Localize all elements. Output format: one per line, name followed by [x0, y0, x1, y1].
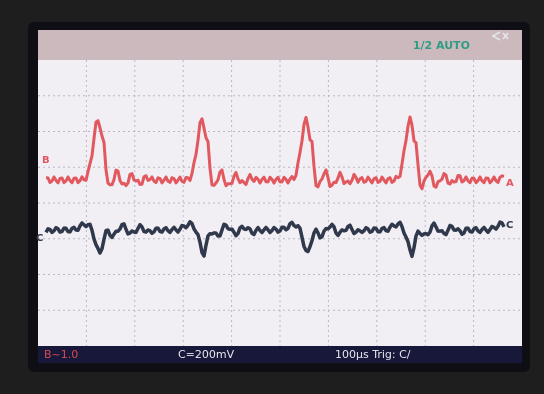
- menu-icon: [491, 31, 509, 41]
- trace-c-label-right: C: [506, 220, 513, 231]
- channel-c-setting: C=200mV: [178, 348, 235, 361]
- mode-label: 1/2 AUTO: [413, 39, 470, 52]
- channel-b-setting: B~1.0: [44, 348, 78, 361]
- bottom-bar: [38, 346, 522, 363]
- trace-a-label: A: [506, 178, 514, 189]
- trace-b-label: B: [42, 155, 50, 166]
- top-bar: [38, 30, 522, 60]
- grid: [38, 60, 522, 346]
- trace-c: [44, 220, 506, 259]
- trace-b: [45, 115, 505, 191]
- trace-c-label-left: C: [36, 233, 43, 244]
- timebase-setting: 100µs Trig: C/: [335, 348, 411, 361]
